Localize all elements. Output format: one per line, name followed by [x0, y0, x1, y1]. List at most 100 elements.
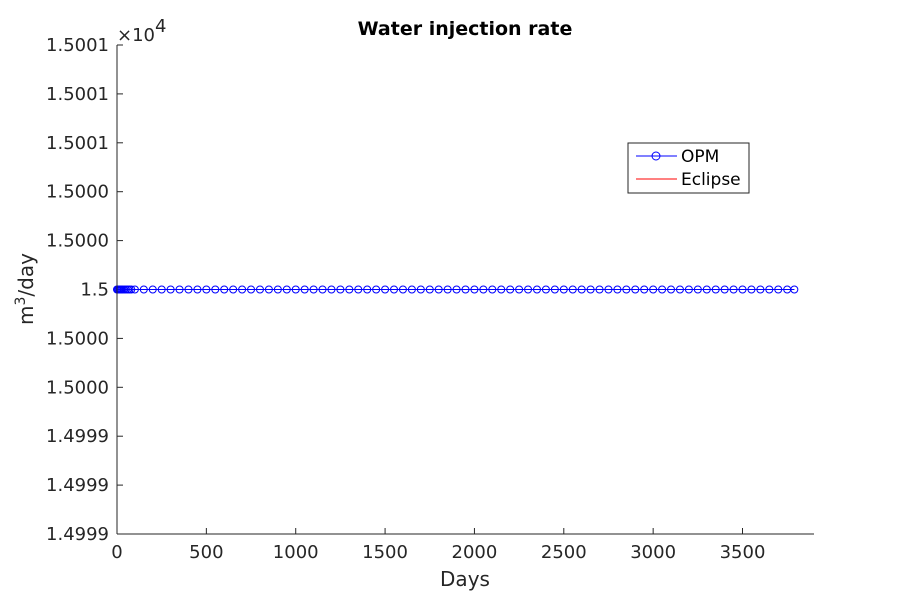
legend-eclipse-label: Eclipse [681, 170, 741, 190]
x-tick-label: 3500 [720, 542, 766, 563]
x-tick-label: 3000 [630, 542, 676, 563]
x-tick-label: 2000 [452, 542, 498, 563]
series-opm-point [425, 285, 434, 294]
y-tick-label: 1.5001 [46, 84, 109, 105]
series-opm-point [175, 285, 184, 294]
series-opm-point [658, 285, 667, 294]
series-opm-point [586, 285, 595, 294]
series-opm-point [309, 285, 318, 294]
x-tick-label: 1000 [273, 542, 319, 563]
series-opm-point [774, 285, 783, 294]
series-opm-point [139, 285, 148, 294]
series-opm-point [604, 285, 613, 294]
series-opm-point [238, 285, 247, 294]
series-opm-point [541, 285, 550, 294]
series-opm-point [649, 285, 658, 294]
series-opm-point [354, 285, 363, 294]
series-opm-point [667, 285, 676, 294]
series-opm-point [550, 285, 559, 294]
series-opm-point [148, 285, 157, 294]
series-opm-point [524, 285, 533, 294]
legend: OPM Eclipse [627, 142, 750, 194]
x-tick-label: 0 [111, 542, 122, 563]
series-opm-point [577, 285, 586, 294]
series-opm-point [497, 285, 506, 294]
series-opm-point [738, 285, 747, 294]
y-exponent: ×104 [117, 16, 166, 46]
series-opm-point [559, 285, 568, 294]
series-opm-point [470, 285, 479, 294]
series-opm-point [318, 285, 327, 294]
legend-box [627, 142, 750, 194]
series-opm-point [255, 285, 264, 294]
series-opm-point [479, 285, 488, 294]
chart-title: Water injection rate [358, 18, 573, 40]
series-opm-point [381, 285, 390, 294]
series-opm-point [229, 285, 238, 294]
series-opm-point [336, 285, 345, 294]
series-opm-point [729, 285, 738, 294]
y-tick-label: 1.5001 [46, 133, 109, 154]
y-tick-label: 1.5000 [46, 377, 109, 398]
series-opm-point [220, 285, 229, 294]
series-opm-point [631, 285, 640, 294]
series-opm-point [327, 285, 336, 294]
series-opm-point [264, 285, 273, 294]
y-tick-label: 1.5001 [46, 35, 109, 56]
series-opm-point [675, 285, 684, 294]
series-opm-point [247, 285, 256, 294]
x-tick-label: 500 [189, 542, 223, 563]
legend-opm-label: OPM [681, 147, 719, 167]
series-opm-point [702, 285, 711, 294]
series-opm-point [202, 285, 211, 294]
series-opm-point [184, 285, 193, 294]
y-tick-label: 1.4999 [46, 524, 109, 545]
series-opm-point [130, 285, 139, 294]
series-opm-point [461, 285, 470, 294]
series-opm-point [416, 285, 425, 294]
series-opm-point [434, 285, 443, 294]
series-opm-point [372, 285, 381, 294]
series-opm-point [790, 285, 799, 294]
series-opm-point [398, 285, 407, 294]
series-opm-point [756, 285, 765, 294]
series-opm-point [532, 285, 541, 294]
x-tick-label: 2500 [541, 542, 587, 563]
series-opm-point [211, 285, 220, 294]
series-opm-point [506, 285, 515, 294]
series-opm-point [568, 285, 577, 294]
series-opm-point [595, 285, 604, 294]
series-opm-point [345, 285, 354, 294]
legend-opm-marker [651, 151, 661, 161]
y-tick-label: 1.5000 [46, 328, 109, 349]
y-tick-label: 1.5000 [46, 182, 109, 203]
y-tick-label: 1.5000 [46, 231, 109, 252]
series-opm-point [720, 285, 729, 294]
y-tick-label: 1.4999 [46, 426, 109, 447]
x-tick-label: 1500 [362, 542, 408, 563]
series-opm-point [684, 285, 693, 294]
y-tick-label: 1.5 [80, 280, 109, 301]
series-opm-point [613, 285, 622, 294]
series-opm-point [300, 285, 309, 294]
series-opm-point [488, 285, 497, 294]
series-opm-point [157, 285, 166, 294]
series-opm-point [390, 285, 399, 294]
series-opm-point [193, 285, 202, 294]
series-opm-point [622, 285, 631, 294]
series-opm-point [640, 285, 649, 294]
series-opm-point [693, 285, 702, 294]
series-opm-point [407, 285, 416, 294]
series-opm-point [747, 285, 756, 294]
series-opm-point [765, 285, 774, 294]
series-opm-point [166, 285, 175, 294]
series-opm-point [363, 285, 372, 294]
series-opm-point [515, 285, 524, 294]
series-opm-point [711, 285, 720, 294]
series-opm-point [273, 285, 282, 294]
series-opm-point [452, 285, 461, 294]
series-opm-point [127, 285, 136, 294]
series-opm-point [291, 285, 300, 294]
x-axis-label: Days [440, 567, 490, 591]
y-tick-label: 1.4999 [46, 475, 109, 496]
